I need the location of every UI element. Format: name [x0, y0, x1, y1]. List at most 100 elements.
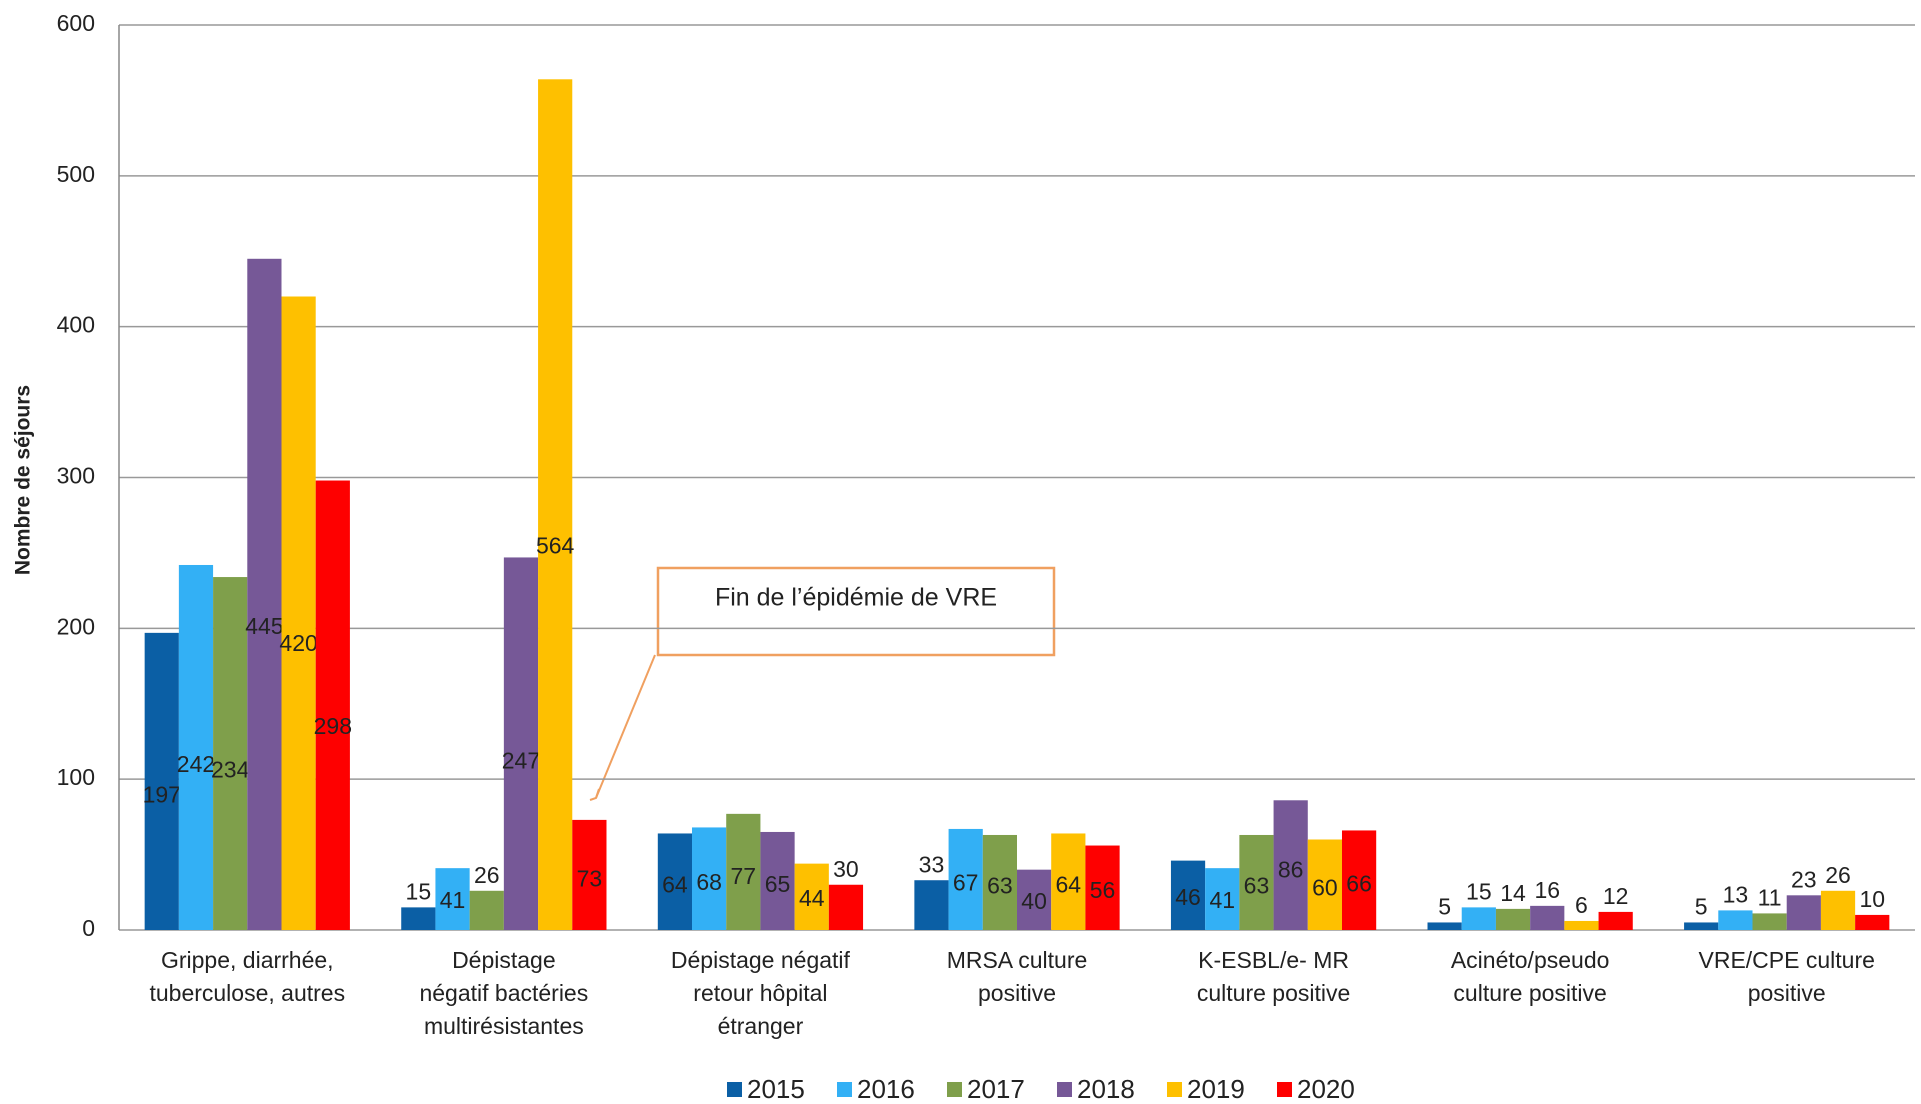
bar: [794, 863, 829, 930]
data-label: 68: [696, 869, 722, 895]
data-label: 66: [1346, 870, 1372, 896]
x-tick-label: K-ESBL/e- MR culture positive: [1197, 947, 1350, 1006]
legend-label: 2016: [857, 1074, 915, 1104]
data-label: 60: [1312, 874, 1338, 900]
annotation: Fin de l’épidémie de VRE: [715, 584, 997, 612]
x-tick-label: Dépistage négatif bactéries multirésistant…: [419, 947, 588, 1039]
data-label: 13: [1723, 881, 1749, 907]
bar: [1564, 920, 1599, 930]
bar: [1820, 890, 1856, 930]
bar: [1051, 833, 1086, 930]
bar: [1855, 914, 1890, 930]
legend-swatch: [947, 1082, 962, 1097]
bar: [1170, 860, 1206, 930]
bar: [503, 557, 539, 930]
bar: [1786, 895, 1821, 930]
bar: [1205, 868, 1240, 930]
data-label: 10: [1859, 886, 1885, 912]
data-label: 564: [536, 532, 575, 558]
data-label: 23: [1791, 866, 1817, 892]
data-label: 33: [919, 851, 945, 877]
legend-label: 2017: [967, 1074, 1025, 1104]
bar: [657, 833, 693, 930]
bar: [914, 880, 949, 930]
data-label: 247: [502, 747, 540, 773]
y-axis-label: Nombre de séjours: [12, 385, 35, 575]
data-label: 5: [1695, 894, 1708, 920]
data-label: 26: [474, 862, 500, 888]
data-label: 41: [1209, 887, 1235, 913]
data-label: 73: [577, 866, 603, 892]
x-tick-label: Dépistage négatif retour hôpital étranger: [671, 947, 851, 1039]
data-label: 30: [833, 856, 859, 882]
bar: [1495, 908, 1531, 930]
legend-swatch: [1277, 1082, 1292, 1097]
data-label: 86: [1278, 857, 1304, 883]
data-label: 26: [1825, 862, 1851, 888]
legend-swatch: [837, 1082, 852, 1097]
bar: [1307, 839, 1342, 930]
data-label: 67: [953, 870, 979, 896]
data-label: 56: [1090, 877, 1116, 903]
data-label: 63: [987, 872, 1013, 898]
legend-swatch: [1057, 1082, 1072, 1097]
data-label: 6: [1575, 892, 1588, 918]
data-label: 41: [440, 887, 466, 913]
bar: [1341, 830, 1377, 930]
annotation-box: [656, 566, 1056, 657]
bar: [401, 907, 436, 930]
bar: [982, 834, 1017, 930]
data-label: 197: [143, 781, 181, 807]
data-label: 65: [765, 871, 791, 897]
bar: [1752, 913, 1787, 930]
bar: [435, 868, 470, 930]
legend-label: 2018: [1077, 1074, 1135, 1104]
data-label: 14: [1500, 880, 1526, 906]
data-label: 298: [314, 713, 352, 739]
y-tick-label: 300: [57, 463, 95, 489]
annotation-arrow: [595, 654, 656, 799]
bar: [1017, 869, 1052, 930]
x-tick-label: VRE/CPE culture positive: [1699, 947, 1875, 1006]
data-label: 64: [662, 872, 688, 898]
data-label: 5: [1438, 894, 1451, 920]
bar: [247, 258, 282, 931]
y-tick-label: 0: [82, 915, 95, 941]
bar: [1461, 907, 1496, 930]
bar: [1273, 800, 1308, 930]
annotation-arrowhead: [589, 788, 600, 801]
bar: [144, 632, 179, 930]
bar: [572, 819, 607, 930]
y-tick-label: 600: [57, 10, 95, 36]
legend-label: 2019: [1187, 1074, 1245, 1104]
bar: [1684, 922, 1719, 930]
bar: [469, 890, 504, 930]
data-label: 44: [799, 885, 825, 911]
bar: [1085, 845, 1120, 930]
data-label: 16: [1534, 877, 1560, 903]
data-label: 15: [406, 878, 432, 904]
legend-swatch: [1167, 1082, 1182, 1097]
data-label: 15: [1466, 878, 1492, 904]
bar: [828, 884, 864, 930]
bar: [281, 296, 316, 930]
y-tick-label: 200: [57, 613, 95, 639]
bar: [315, 480, 350, 930]
data-label: 11: [1758, 884, 1782, 910]
data-label: 234: [211, 756, 250, 782]
x-tick-label: Grippe, diarrhée, tuberculose, autres: [149, 947, 345, 1006]
bar: [1239, 834, 1274, 930]
bar: [1530, 905, 1565, 930]
data-label: 40: [1021, 888, 1047, 914]
bar: [1718, 910, 1753, 930]
legend-swatch: [727, 1082, 742, 1097]
legend-label: 2020: [1297, 1074, 1355, 1104]
legend-label: 2015: [747, 1074, 805, 1104]
bar: [692, 827, 727, 930]
data-label: 63: [1244, 872, 1270, 898]
bar: [178, 564, 214, 930]
y-tick-label: 400: [57, 312, 95, 338]
bar: [760, 831, 795, 930]
y-tick-label: 500: [57, 161, 95, 187]
